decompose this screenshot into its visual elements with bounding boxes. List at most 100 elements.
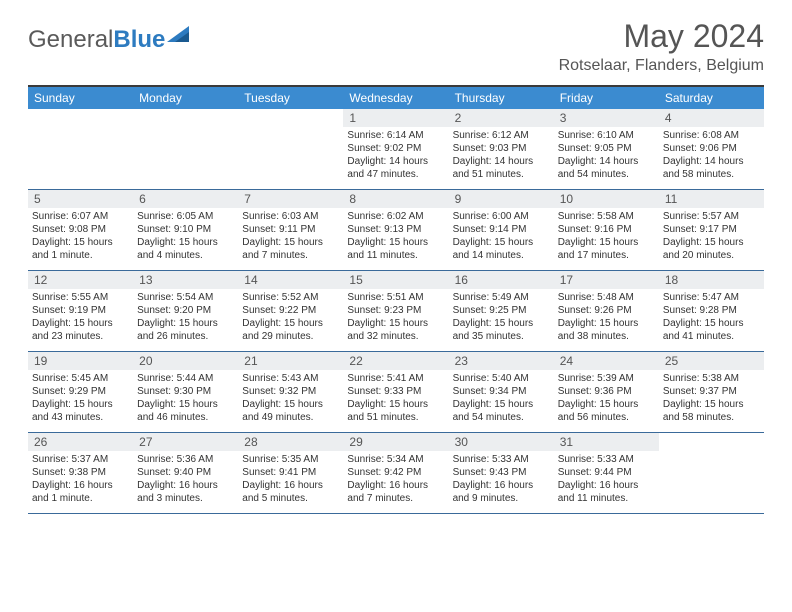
day-cell: 26Sunrise: 5:37 AMSunset: 9:38 PMDayligh… [28,433,133,513]
day-number: 18 [659,271,764,289]
sunset-text: Sunset: 9:19 PM [32,304,129,317]
day-cell: 5Sunrise: 6:07 AMSunset: 9:08 PMDaylight… [28,190,133,270]
sunrise-text: Sunrise: 5:51 AM [347,291,444,304]
day-cell [659,433,764,513]
sunset-text: Sunset: 9:25 PM [453,304,550,317]
day-number: 16 [449,271,554,289]
daylight-text: Daylight: 15 hours and 32 minutes. [347,317,444,343]
sunrise-text: Sunrise: 5:52 AM [242,291,339,304]
day-number: 14 [238,271,343,289]
sunset-text: Sunset: 9:29 PM [32,385,129,398]
day-cell: 19Sunrise: 5:45 AMSunset: 9:29 PMDayligh… [28,352,133,432]
sunrise-text: Sunrise: 5:47 AM [663,291,760,304]
day-cell: 23Sunrise: 5:40 AMSunset: 9:34 PMDayligh… [449,352,554,432]
daylight-text: Daylight: 15 hours and 54 minutes. [453,398,550,424]
day-body: Sunrise: 6:02 AMSunset: 9:13 PMDaylight:… [343,208,448,266]
weeks-container: 1Sunrise: 6:14 AMSunset: 9:02 PMDaylight… [28,109,764,514]
sunrise-text: Sunrise: 5:48 AM [558,291,655,304]
sunrise-text: Sunrise: 6:03 AM [242,210,339,223]
day-number: 24 [554,352,659,370]
day-number: 13 [133,271,238,289]
day-body: Sunrise: 5:41 AMSunset: 9:33 PMDaylight:… [343,370,448,428]
sunrise-text: Sunrise: 6:00 AM [453,210,550,223]
day-number: 9 [449,190,554,208]
week-row: 26Sunrise: 5:37 AMSunset: 9:38 PMDayligh… [28,433,764,514]
daylight-text: Daylight: 15 hours and 14 minutes. [453,236,550,262]
day-number: 15 [343,271,448,289]
day-header-cell: Wednesday [343,87,448,109]
sunrise-text: Sunrise: 6:02 AM [347,210,444,223]
day-number: 28 [238,433,343,451]
day-number: 7 [238,190,343,208]
day-header-row: SundayMondayTuesdayWednesdayThursdayFrid… [28,87,764,109]
day-number: 21 [238,352,343,370]
sunrise-text: Sunrise: 6:14 AM [347,129,444,142]
day-cell: 9Sunrise: 6:00 AMSunset: 9:14 PMDaylight… [449,190,554,270]
day-cell: 17Sunrise: 5:48 AMSunset: 9:26 PMDayligh… [554,271,659,351]
week-row: 1Sunrise: 6:14 AMSunset: 9:02 PMDaylight… [28,109,764,190]
sunset-text: Sunset: 9:23 PM [347,304,444,317]
day-number: 6 [133,190,238,208]
day-body: Sunrise: 5:37 AMSunset: 9:38 PMDaylight:… [28,451,133,509]
daylight-text: Daylight: 15 hours and 7 minutes. [242,236,339,262]
day-cell: 12Sunrise: 5:55 AMSunset: 9:19 PMDayligh… [28,271,133,351]
day-body: Sunrise: 5:33 AMSunset: 9:44 PMDaylight:… [554,451,659,509]
daylight-text: Daylight: 15 hours and 20 minutes. [663,236,760,262]
sunrise-text: Sunrise: 5:57 AM [663,210,760,223]
day-cell: 29Sunrise: 5:34 AMSunset: 9:42 PMDayligh… [343,433,448,513]
day-body: Sunrise: 5:58 AMSunset: 9:16 PMDaylight:… [554,208,659,266]
day-body: Sunrise: 5:55 AMSunset: 9:19 PMDaylight:… [28,289,133,347]
day-number: 1 [343,109,448,127]
title-block: May 2024 Rotselaar, Flanders, Belgium [559,18,764,75]
daylight-text: Daylight: 15 hours and 38 minutes. [558,317,655,343]
sunrise-text: Sunrise: 6:08 AM [663,129,760,142]
day-header-cell: Friday [554,87,659,109]
sunrise-text: Sunrise: 5:54 AM [137,291,234,304]
daylight-text: Daylight: 14 hours and 58 minutes. [663,155,760,181]
sunrise-text: Sunrise: 5:37 AM [32,453,129,466]
day-number: 5 [28,190,133,208]
day-cell: 15 Sunrise: 5:51 AMSunset: 9:23 PMDayligh… [343,271,448,351]
sunset-text: Sunset: 9:41 PM [242,466,339,479]
daylight-text: Daylight: 16 hours and 9 minutes. [453,479,550,505]
daylight-text: Daylight: 16 hours and 3 minutes. [137,479,234,505]
sunset-text: Sunset: 9:05 PM [558,142,655,155]
sunset-text: Sunset: 9:20 PM [137,304,234,317]
sunset-text: Sunset: 9:16 PM [558,223,655,236]
sunset-text: Sunset: 9:33 PM [347,385,444,398]
day-cell: 6Sunrise: 6:05 AMSunset: 9:10 PMDaylight… [133,190,238,270]
daylight-text: Daylight: 15 hours and 1 minute. [32,236,129,262]
logo-triangle-icon [167,24,193,49]
daylight-text: Daylight: 15 hours and 11 minutes. [347,236,444,262]
sunset-text: Sunset: 9:34 PM [453,385,550,398]
sunrise-text: Sunrise: 5:49 AM [453,291,550,304]
day-cell: 24Sunrise: 5:39 AMSunset: 9:36 PMDayligh… [554,352,659,432]
day-number: 10 [554,190,659,208]
logo-text-1: General [28,26,113,53]
day-body: Sunrise: 6:00 AMSunset: 9:14 PMDaylight:… [449,208,554,266]
day-body: Sunrise: 6:03 AMSunset: 9:11 PMDaylight:… [238,208,343,266]
daylight-text: Daylight: 15 hours and 58 minutes. [663,398,760,424]
sunset-text: Sunset: 9:36 PM [558,385,655,398]
daylight-text: Daylight: 15 hours and 23 minutes. [32,317,129,343]
day-cell: 14Sunrise: 5:52 AMSunset: 9:22 PMDayligh… [238,271,343,351]
sunset-text: Sunset: 9:08 PM [32,223,129,236]
daylight-text: Daylight: 14 hours and 54 minutes. [558,155,655,181]
day-body: Sunrise: 5:35 AMSunset: 9:41 PMDaylight:… [238,451,343,509]
day-number: 3 [554,109,659,127]
week-row: 5Sunrise: 6:07 AMSunset: 9:08 PMDaylight… [28,190,764,271]
day-cell: 7Sunrise: 6:03 AMSunset: 9:11 PMDaylight… [238,190,343,270]
day-number: 29 [343,433,448,451]
day-body: Sunrise: 5:44 AMSunset: 9:30 PMDaylight:… [133,370,238,428]
day-number: 11 [659,190,764,208]
sunrise-text: Sunrise: 6:05 AM [137,210,234,223]
day-cell: 4Sunrise: 6:08 AMSunset: 9:06 PMDaylight… [659,109,764,189]
day-number: 26 [28,433,133,451]
daylight-text: Daylight: 15 hours and 29 minutes. [242,317,339,343]
sunset-text: Sunset: 9:10 PM [137,223,234,236]
sunset-text: Sunset: 9:13 PM [347,223,444,236]
daylight-text: Daylight: 14 hours and 51 minutes. [453,155,550,181]
sunrise-text: Sunrise: 6:12 AM [453,129,550,142]
sunset-text: Sunset: 9:06 PM [663,142,760,155]
location: Rotselaar, Flanders, Belgium [559,57,764,75]
